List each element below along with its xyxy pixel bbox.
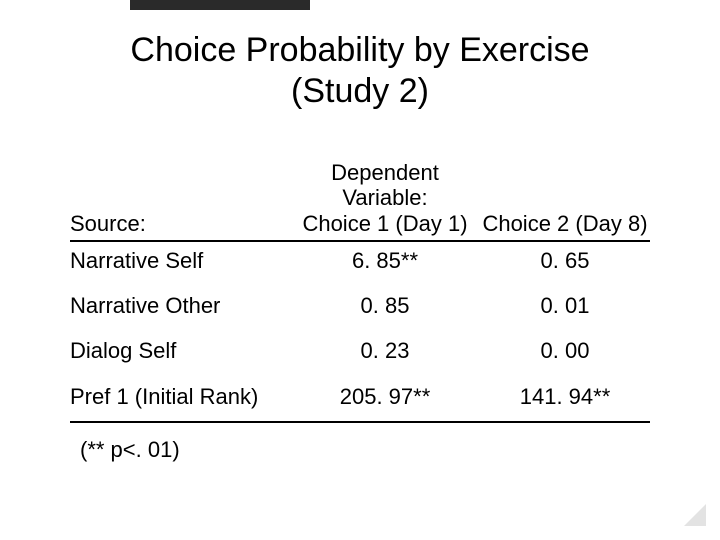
- results-table: Source: Dependent Variable: Choice 1 (Da…: [70, 160, 650, 423]
- table-header-row: Source: Dependent Variable: Choice 1 (Da…: [70, 160, 650, 241]
- footnote: (** p<. 01): [70, 437, 650, 463]
- row-c1: 6. 85**: [290, 241, 480, 283]
- table-row: Pref 1 (Initial Rank) 205. 97** 141. 94*…: [70, 374, 650, 422]
- table-row: Dialog Self 0. 23 0. 00: [70, 328, 650, 373]
- slide-title: Choice Probability by Exercise (Study 2): [0, 30, 720, 112]
- title-line-2: (Study 2): [291, 72, 429, 110]
- row-c1: 0. 23: [290, 328, 480, 373]
- row-c2: 0. 65: [480, 241, 650, 283]
- page-corner-icon: [684, 504, 706, 526]
- header-dep-line2: Choice 1 (Day 1): [302, 211, 467, 236]
- slide: Choice Probability by Exercise (Study 2)…: [0, 0, 720, 540]
- results-table-wrap: Source: Dependent Variable: Choice 1 (Da…: [70, 160, 650, 463]
- header-source: Source:: [70, 160, 290, 241]
- header-choice1: Dependent Variable: Choice 1 (Day 1): [290, 160, 480, 241]
- row-c1: 205. 97**: [290, 374, 480, 422]
- row-c2: 0. 00: [480, 328, 650, 373]
- row-label: Dialog Self: [70, 328, 290, 373]
- row-label: Pref 1 (Initial Rank): [70, 374, 290, 422]
- top-accent-bar: [130, 0, 310, 10]
- row-c2: 141. 94**: [480, 374, 650, 422]
- header-col2-label: Choice 2 (Day 8): [482, 211, 647, 236]
- title-line-1: Choice Probability by Exercise: [130, 31, 589, 69]
- table-row: Narrative Self 6. 85** 0. 65: [70, 241, 650, 283]
- table-row: Narrative Other 0. 85 0. 01: [70, 283, 650, 328]
- header-source-label: Source:: [70, 211, 146, 236]
- row-label: Narrative Self: [70, 241, 290, 283]
- row-c2: 0. 01: [480, 283, 650, 328]
- header-dep-line1: Dependent Variable:: [331, 160, 439, 210]
- row-c1: 0. 85: [290, 283, 480, 328]
- row-label: Narrative Other: [70, 283, 290, 328]
- header-choice2: Choice 2 (Day 8): [480, 160, 650, 241]
